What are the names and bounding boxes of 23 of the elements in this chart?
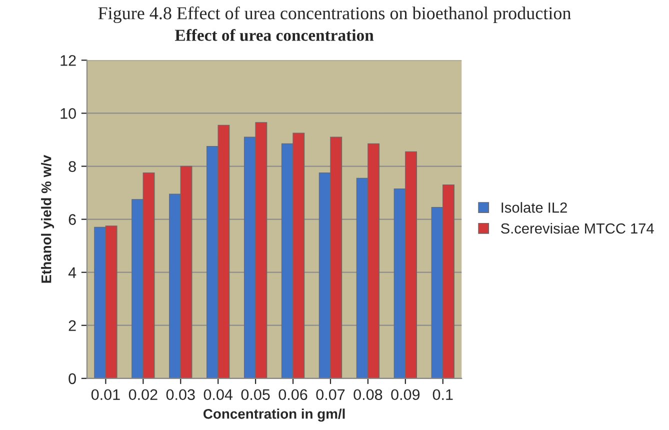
x-tick-label: 0.07: [316, 389, 345, 400]
legend-label: Isolate IL2: [502, 202, 567, 213]
chart-title: Effect of urea concentration: [174, 29, 374, 41]
legend-label: S.cerevisiae MTCC 174: [501, 222, 654, 234]
x-tick-label: 0.03: [166, 389, 195, 400]
x-tick-label: 0.01: [91, 389, 120, 400]
y-tick-label: 12: [60, 55, 76, 66]
y-axis-title: Ethanol yield % w/v: [41, 154, 54, 283]
y-tick-label: 0: [68, 373, 76, 384]
x-tick-label: 0.06: [278, 389, 308, 400]
x-tick-label: 0.1: [432, 389, 453, 400]
y-tick-label: 10: [60, 108, 76, 119]
x-tick-label: 0.09: [391, 389, 420, 400]
y-tick-label: 6: [68, 214, 76, 225]
x-tick-label: 0.05: [241, 389, 270, 400]
caption: Figure 4.8 Effect of urea concentrations on bioethanol production: [98, 6, 571, 24]
x-tick-label: 0.02: [128, 389, 158, 400]
y-tick-label: 8: [68, 161, 76, 172]
y-tick-label: 2: [68, 320, 76, 331]
x-axis-title: Concentration in gm/l: [203, 408, 345, 422]
x-tick-label: 0.08: [354, 389, 382, 400]
x-tick-label: 0.04: [204, 389, 233, 400]
y-tick-label: 4: [68, 267, 76, 278]
